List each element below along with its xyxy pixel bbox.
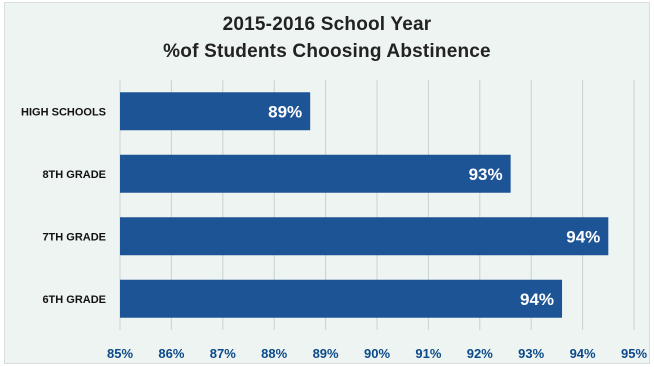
x-tick-label: 94% — [570, 346, 596, 361]
x-tick-label: 95% — [621, 346, 647, 361]
x-tick-label: 88% — [261, 346, 287, 361]
x-tick-label: 85% — [107, 346, 133, 361]
chart-subtitle: %of Students Choosing Abstinence — [163, 41, 491, 62]
bar — [120, 279, 563, 318]
bar — [120, 154, 511, 193]
x-tick-label: 87% — [210, 346, 236, 361]
bar — [120, 92, 311, 131]
category-label: 8TH GRADE — [42, 169, 106, 181]
chart-title: 2015-2016 School Year — [222, 14, 432, 35]
category-label: 6TH GRADE — [42, 294, 106, 306]
data-label: 94% — [566, 227, 600, 246]
bar — [120, 217, 609, 256]
data-label: 93% — [469, 165, 503, 184]
category-label: 7TH GRADE — [42, 231, 106, 243]
data-label: 94% — [520, 290, 554, 309]
data-label: 89% — [268, 102, 302, 121]
category-label: HIGH SCHOOLS — [21, 106, 106, 118]
x-tick-label: 92% — [467, 346, 493, 361]
x-tick-label: 90% — [364, 346, 390, 361]
x-tick-label: 86% — [158, 346, 184, 361]
x-tick-label: 93% — [518, 346, 544, 361]
x-tick-label: 89% — [313, 346, 339, 361]
x-tick-label: 91% — [415, 346, 441, 361]
